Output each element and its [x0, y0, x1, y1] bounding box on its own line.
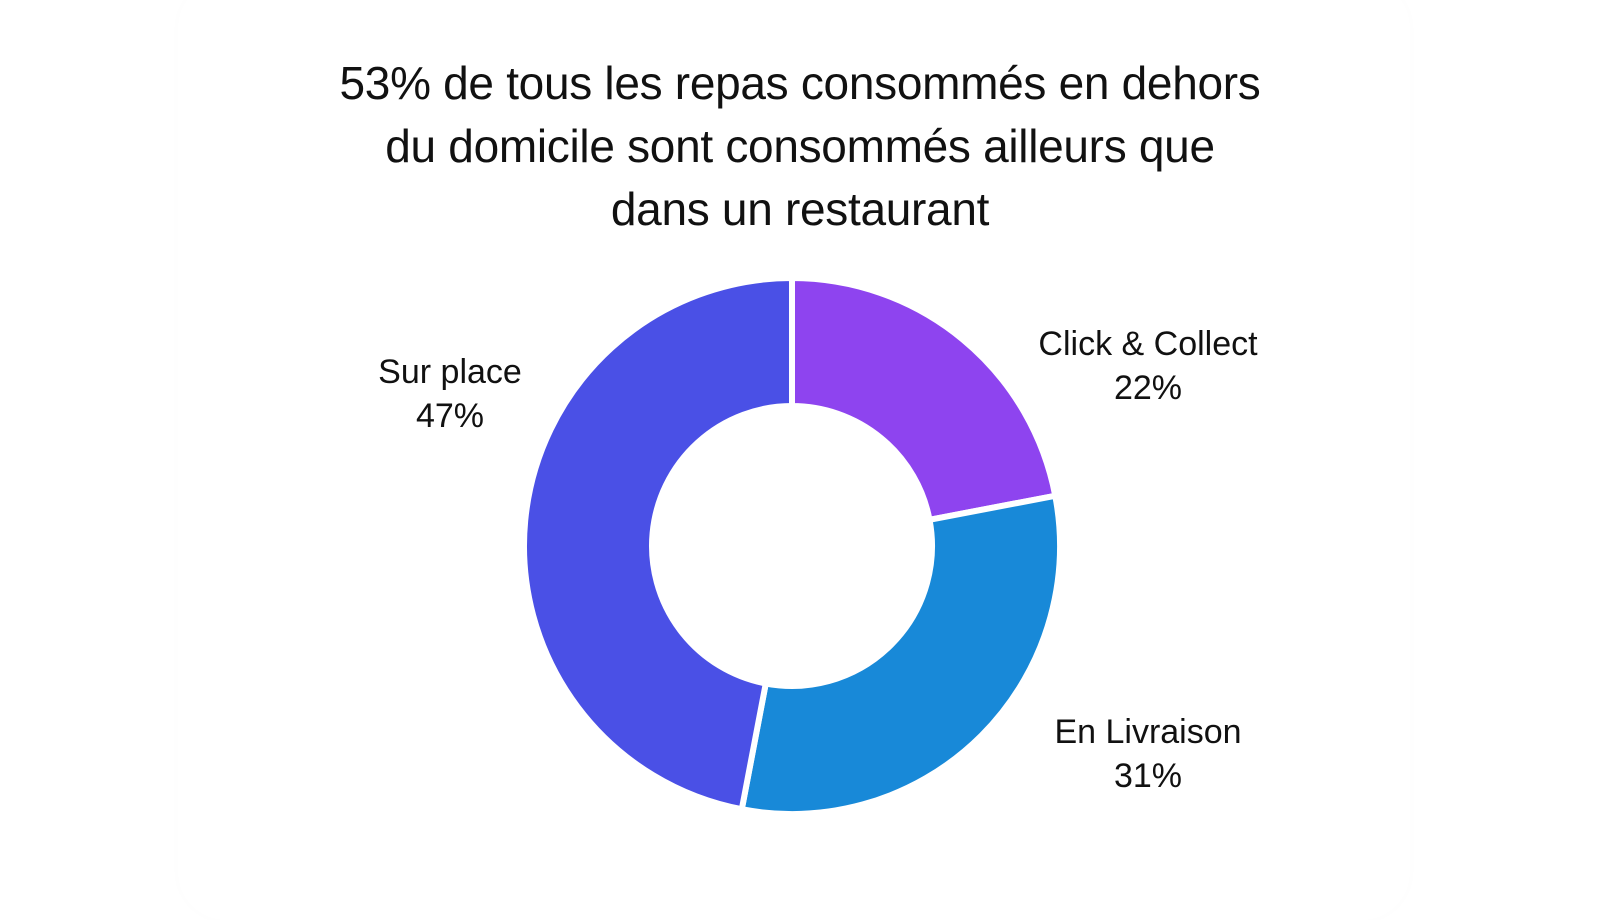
chart-title-line-3: dans un restaurant [610, 183, 990, 235]
slice-sur-place [521, 275, 795, 813]
slice-category-en-livraison: En Livraison [1054, 713, 1242, 751]
slice-label-en-livraison: En Livraison 31% [1054, 710, 1241, 798]
slice-value-click-collect: 22% [1113, 369, 1183, 407]
donut-chart [521, 275, 1063, 817]
chart-title: 53% de tous les repas consommés en dehor… [200, 52, 1400, 241]
slice-category-sur-place: Sur place [378, 353, 522, 391]
chart-title-line-2: du domicile sont consommés ailleurs que [385, 120, 1215, 172]
slice-click-collect [789, 275, 1059, 523]
slice-en-livraison [738, 492, 1063, 817]
slice-value-en-livraison: 31% [1113, 757, 1183, 795]
slice-value-sur-place: 47% [415, 397, 485, 435]
slice-label-sur-place: Sur place 47% [378, 350, 522, 438]
slice-label-click-collect: Click & Collect 22% [1038, 322, 1257, 410]
chart-title-line-1: 53% de tous les repas consommés en dehor… [339, 57, 1261, 109]
slice-category-click-collect: Click & Collect [1038, 325, 1258, 363]
